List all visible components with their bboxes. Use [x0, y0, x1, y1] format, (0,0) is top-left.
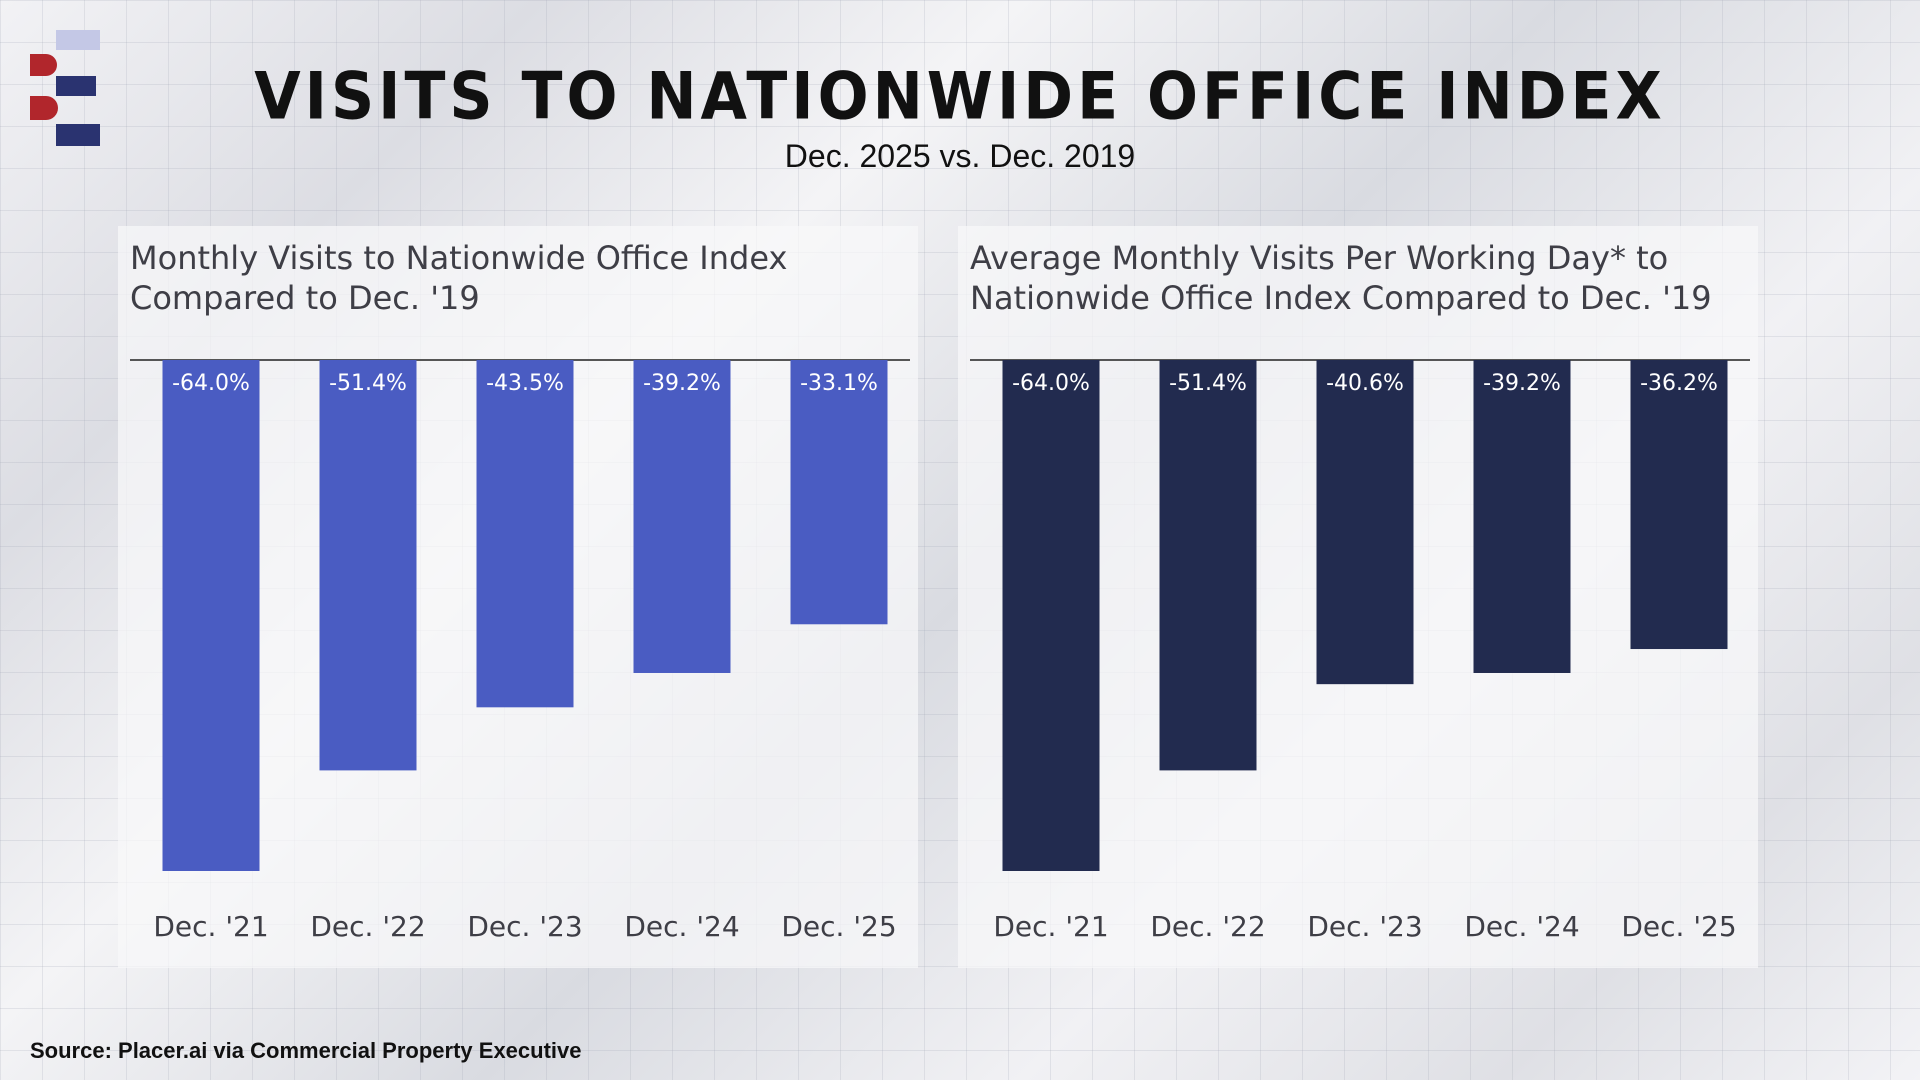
logo-b-lower-bowl [30, 96, 58, 120]
chart-title: Monthly Visits to Nationwide Office Inde… [130, 239, 788, 317]
chart-category-label: Dec. '24 [624, 910, 739, 943]
chart-data-label: -43.5% [486, 371, 564, 396]
chart-panel-monthly-visits: Monthly Visits to Nationwide Office Inde… [118, 226, 918, 968]
chart-data-label: -40.6% [1326, 371, 1404, 396]
chart-data-label: -39.2% [1483, 371, 1561, 396]
chart-data-label: -39.2% [643, 371, 721, 396]
chart-data-label: -64.0% [1012, 371, 1090, 396]
chart-bar [790, 360, 888, 625]
chart-data-label: -51.4% [1169, 371, 1247, 396]
chart-panel-working-day-visits: Average Monthly Visits Per Working Day* … [958, 226, 1758, 968]
chart-bar [1630, 360, 1728, 650]
chart-bar [1316, 360, 1414, 685]
chart-bar [1002, 360, 1100, 871]
logo-svg [30, 30, 100, 146]
chart-data-label: -64.0% [172, 371, 250, 396]
chart-data-label: -36.2% [1640, 371, 1718, 396]
chart-category-label: Dec. '25 [781, 910, 896, 943]
logo-b-upper-bowl [30, 54, 57, 76]
bar-chart-monthly-visits: -64.0% Dec. '21 -51.4% Dec. '22 -43.5% Dec. '… [130, 359, 910, 943]
page-title: VISITS TO NATIONWIDE OFFICE INDEX [254, 59, 1666, 135]
chart-category-label: Dec. '21 [993, 910, 1108, 943]
chart-category-label: Dec. '22 [1150, 910, 1265, 943]
chart-bar [1159, 360, 1257, 771]
brand-logo-icon [30, 30, 108, 146]
chart-bar [1473, 360, 1571, 673]
chart-title: Average Monthly Visits Per Working Day* … [970, 239, 1712, 317]
chart-category-label: Dec. '21 [153, 910, 268, 943]
chart-category-label: Dec. '25 [1621, 910, 1736, 943]
chart-category-label: Dec. '23 [1307, 910, 1422, 943]
chart-category-label: Dec. '23 [467, 910, 582, 943]
chart-category-label: Dec. '22 [310, 910, 425, 943]
chart-data-label: -33.1% [800, 371, 878, 396]
logo-middle-bar [56, 76, 96, 96]
logo-bottom-bar [56, 124, 100, 146]
chart-category-label: Dec. '24 [1464, 910, 1579, 943]
chart-data-label: -51.4% [329, 371, 407, 396]
chart-bar [162, 360, 260, 871]
page-subtitle: Dec. 2025 vs. Dec. 2019 [784, 138, 1136, 174]
chart-bar [476, 360, 574, 708]
logo-top-bar [56, 30, 100, 50]
bar-chart-working-day-visits: -64.0% Dec. '21 -51.4% Dec. '22 -40.6% Dec. '… [970, 359, 1750, 943]
chart-bar [319, 360, 417, 771]
source-note: Source: Placer.ai via Commercial Propert… [30, 1038, 582, 1063]
chart-bar [633, 360, 731, 673]
